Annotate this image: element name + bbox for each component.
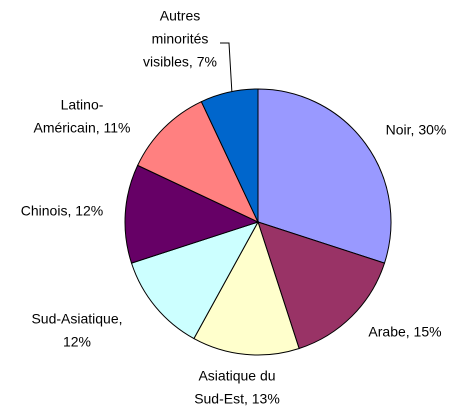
pie-slice [124, 164, 260, 264]
data-label: Asiatique du [198, 368, 275, 384]
data-label: Noir, 30% [386, 122, 447, 138]
pie-slice [257, 221, 386, 350]
pie-slice [193, 220, 300, 356]
data-label: Sud-Est, 13% [194, 391, 280, 407]
pie-slice [200, 88, 259, 223]
data-label: 12% [63, 334, 91, 350]
data-label: Américain, 11% [33, 120, 130, 136]
pie-slice [257, 88, 392, 264]
leader-line [220, 42, 233, 95]
data-label: Arabe, 15% [368, 324, 441, 340]
pie-slice [136, 100, 260, 224]
data-label: Chinois, 12% [21, 203, 104, 219]
data-label: visibles, 7% [143, 54, 217, 70]
data-label: Sud-Asiatique, [31, 311, 122, 327]
data-label: minorités [152, 31, 209, 47]
data-label: Latino- [61, 97, 104, 113]
data-label: Autres [160, 8, 200, 24]
pie-slice [130, 221, 260, 340]
